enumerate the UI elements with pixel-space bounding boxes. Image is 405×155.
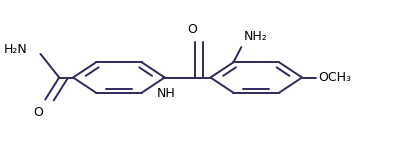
Text: O: O (33, 106, 43, 119)
Text: H₂N: H₂N (4, 43, 27, 56)
Text: OCH₃: OCH₃ (318, 71, 351, 84)
Text: O: O (188, 23, 198, 36)
Text: NH₂: NH₂ (243, 30, 267, 43)
Text: NH: NH (156, 87, 175, 100)
